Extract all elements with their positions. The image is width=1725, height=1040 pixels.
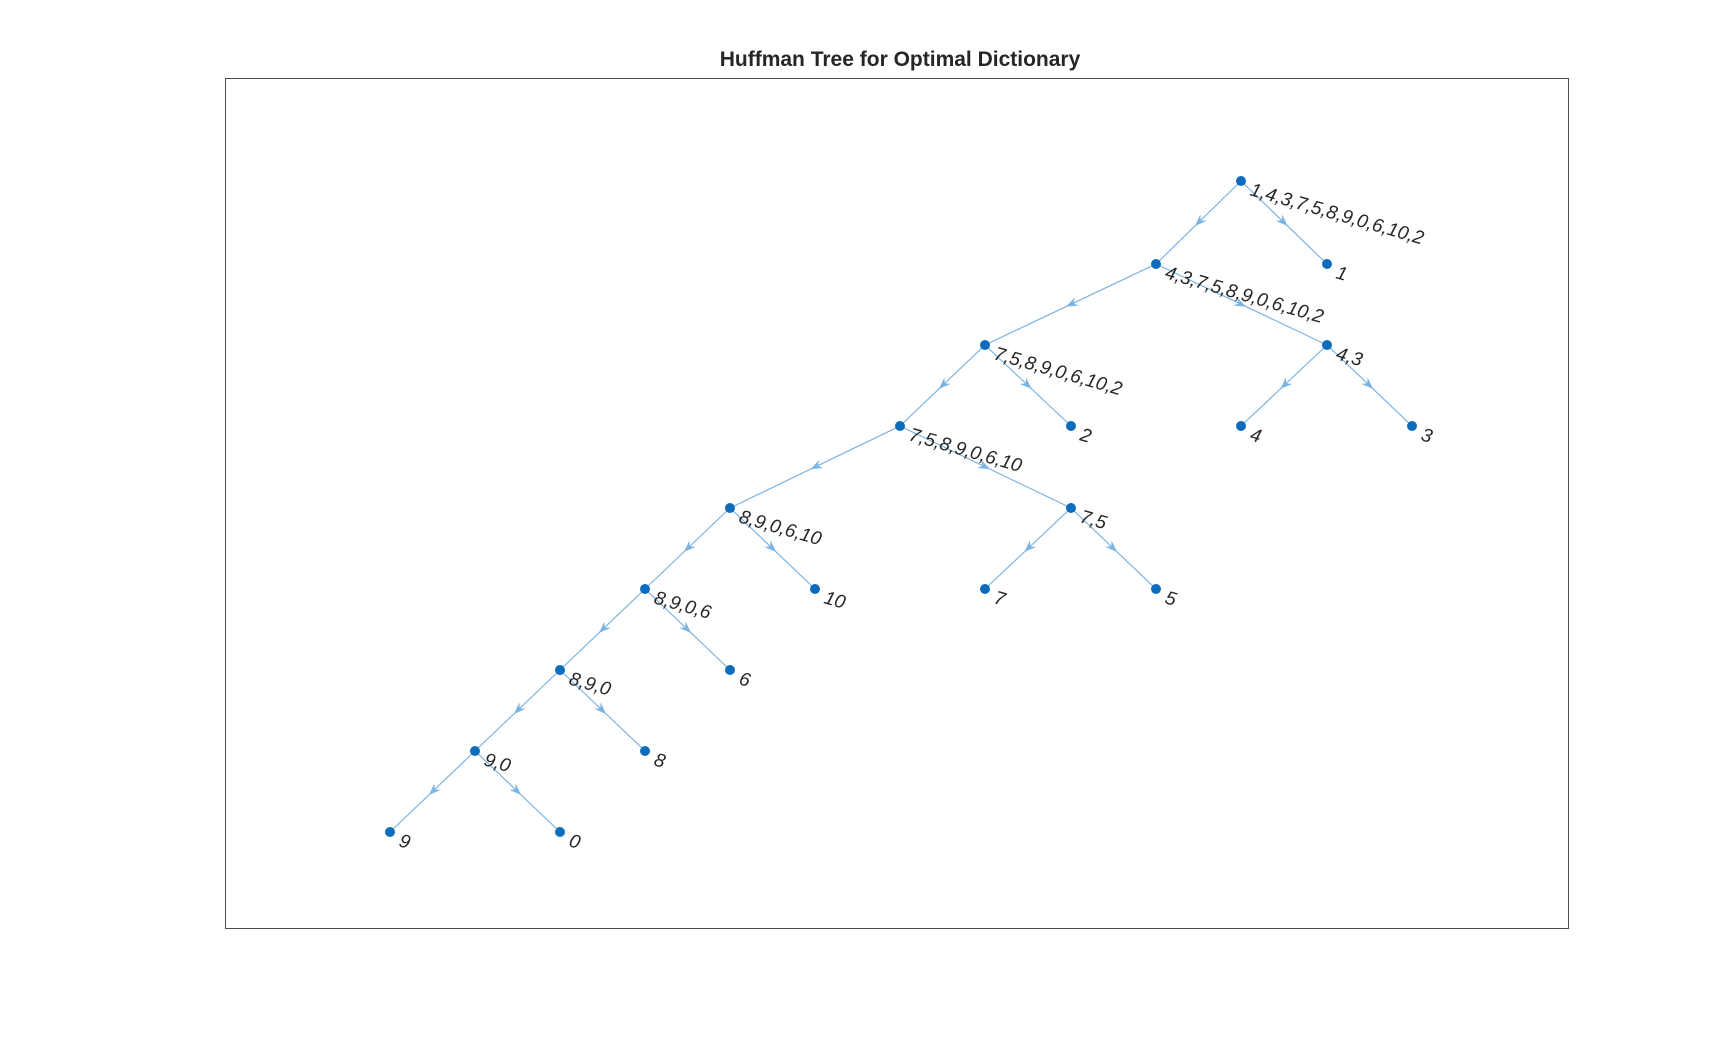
tree-node[interactable]: [725, 665, 735, 675]
tree-node[interactable]: [640, 746, 650, 756]
edges: [389, 180, 1413, 833]
tree-node[interactable]: [895, 421, 905, 431]
edge-arrowhead: [1019, 377, 1032, 389]
edge-arrowhead: [594, 702, 607, 714]
edge-arrowhead: [810, 459, 824, 470]
edge-arrowhead: [513, 702, 526, 714]
tree-node-label: 7,5,8,9,0,6,10,2: [992, 344, 1125, 401]
edge-arrowhead: [764, 540, 777, 552]
tree-node-label: 9,0: [482, 750, 514, 778]
tree-node[interactable]: [725, 503, 735, 513]
tree-node-label: 7: [992, 588, 1009, 611]
edge-arrowhead: [1065, 297, 1079, 307]
tree-node[interactable]: [1151, 584, 1161, 594]
tree-node[interactable]: [640, 584, 650, 594]
tree-node-label: 8,9,0: [567, 669, 614, 701]
edge-arrowhead: [1361, 377, 1374, 389]
tree-node-label: 8: [652, 750, 668, 773]
figure-title: Huffman Tree for Optimal Dictionary: [719, 48, 1081, 71]
tree-node[interactable]: [1066, 503, 1076, 513]
tree-node[interactable]: [1407, 421, 1417, 431]
tree-node-label: 0: [567, 831, 583, 854]
edge-arrowhead: [679, 621, 692, 633]
edge-arrowhead: [683, 540, 696, 552]
tree-node[interactable]: [1151, 259, 1161, 269]
edge-arrowhead: [1194, 214, 1207, 226]
edge-arrowhead: [1233, 297, 1247, 307]
tree-node-label: 2: [1077, 424, 1094, 447]
tree-node-label: 1,4,3,7,5,8,9,0,6,10,2: [1248, 180, 1427, 250]
plot-frame: [225, 78, 1569, 929]
tree-node[interactable]: [1236, 421, 1246, 431]
tree-node[interactable]: [555, 665, 565, 675]
tree-node-label: 9: [397, 831, 413, 854]
edge-arrowhead: [938, 377, 951, 389]
edge-arrowhead: [509, 783, 522, 795]
edge-arrowhead: [1024, 540, 1037, 552]
tree-node[interactable]: [470, 746, 480, 756]
tree-node[interactable]: [980, 584, 990, 594]
tree-node-label: 5: [1163, 588, 1179, 611]
tree-node-label: 7,5: [1078, 507, 1110, 535]
nodes: 1,4,3,7,5,8,9,0,6,10,2 4,3,7,5,8,9,0,6,10…: [385, 176, 1435, 854]
tree-node[interactable]: [1322, 259, 1332, 269]
tree-node-label: 4,3,7,5,8,9,0,6,10,2: [1163, 263, 1327, 328]
tree-node-label: 7,5,8,9,0,6,10: [907, 425, 1025, 477]
tree-node[interactable]: [1066, 421, 1076, 431]
tree-node[interactable]: [1322, 340, 1332, 350]
tree-node-label: 10: [822, 588, 849, 614]
tree-node-label: 3: [1419, 425, 1435, 448]
tree-node[interactable]: [555, 827, 565, 837]
tree-node[interactable]: [980, 340, 990, 350]
edge-arrowhead: [1280, 377, 1293, 389]
tree-node[interactable]: [810, 584, 820, 594]
edge-arrowhead: [1105, 540, 1118, 552]
tree-node[interactable]: [1236, 176, 1246, 186]
edge-arrowhead: [977, 459, 991, 470]
edge-arrowhead: [1275, 214, 1288, 226]
tree-node-label: 8,9,0,6,10: [737, 507, 824, 551]
tree-node-label: 1: [1334, 263, 1350, 286]
tree-node-label: 4,3: [1334, 344, 1366, 372]
tree-node-label: 4: [1248, 425, 1264, 448]
edge-arrowhead: [598, 621, 611, 633]
tree-node-label: 8,9,0,6: [652, 588, 714, 624]
edge-arrowhead: [428, 783, 441, 795]
tree-node-label: 6: [737, 669, 753, 692]
tree-node[interactable]: [385, 827, 395, 837]
